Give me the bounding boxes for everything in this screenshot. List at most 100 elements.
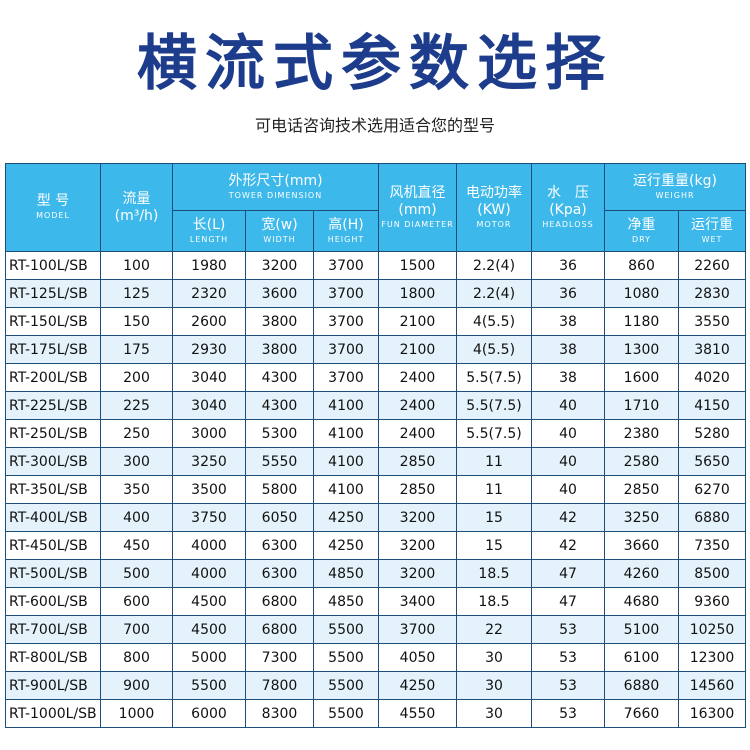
table-cell: 5.5(7.5) — [456, 391, 532, 420]
header-cn: 流量 — [122, 190, 151, 207]
table-cell: 860 — [604, 251, 679, 280]
table-cell: 6800 — [245, 615, 314, 644]
table-cell: 4100 — [313, 447, 379, 476]
table-cell: 4300 — [245, 363, 314, 392]
table-cell: 3250 — [604, 503, 679, 532]
table-body: RT-100L/SB 100 1980 3200 3700 1500 2.2(4) 36 860… — [5, 251, 747, 728]
table-cell: 3700 — [378, 615, 457, 644]
table-cell: 2580 — [604, 447, 679, 476]
table-cell: 6800 — [245, 587, 314, 616]
header-row: 型 号 MODEL 流量 (m³/h) 外形尺寸(mm) TOWER DIMENSION 风… — [5, 163, 747, 252]
table-cell: 5500 — [313, 671, 379, 700]
table-cell: 36 — [531, 251, 605, 280]
table-cell: 3700 — [313, 363, 379, 392]
table-cell: 100 — [100, 251, 173, 280]
table-cell: 14560 — [677, 671, 747, 700]
header-row: 长(L) LENGTH 宽(w) WIDTH 高(H) HEIGHT 净重 DRY 运行重 WET — [6, 210, 747, 252]
table-cell: 2930 — [172, 335, 246, 364]
table-cell: 4100 — [313, 419, 379, 448]
table-cell: 6050 — [245, 503, 314, 532]
table-header: 型 号 MODEL 流量 (m³/h) 外形尺寸(mm) TOWER DIMENSION 风… — [5, 163, 747, 252]
table-cell: 5280 — [677, 419, 747, 448]
table-cell: 38 — [531, 307, 605, 336]
header-unit: (Kpa) — [549, 201, 587, 218]
table-cell: 8300 — [245, 699, 314, 728]
table-cell: 4000 — [172, 559, 246, 588]
table-cell: 16300 — [677, 699, 747, 728]
table-cell: 47 — [531, 559, 605, 588]
table-cell: 42 — [531, 503, 605, 532]
header-en: WIDTH — [263, 234, 296, 244]
table-row: RT-175L/SB 175 2930 3800 3700 2100 4(5.5) 38 130… — [5, 335, 747, 364]
header-cell: 高(H) HEIGHT — [313, 210, 379, 252]
table-cell: 7350 — [677, 531, 747, 560]
table-cell: 1180 — [604, 307, 679, 336]
table-cell: 2400 — [378, 363, 457, 392]
table-cell: 30 — [456, 671, 532, 700]
table-cell: 1080 — [604, 279, 679, 308]
table-cell: 4050 — [378, 643, 457, 672]
table-cell: 500 — [100, 559, 173, 588]
table-cell: 4250 — [313, 531, 379, 560]
table-cell: RT-1000L/SB — [5, 699, 101, 728]
table-cell: 175 — [100, 335, 173, 364]
table-cell: 3550 — [677, 307, 747, 336]
table-row: RT-900L/SB 900 5500 7800 5500 4250 30 53 6880 145… — [5, 671, 747, 700]
table-row: RT-250L/SB 250 3000 5300 4100 2400 5.5(7.5) 40 2… — [5, 419, 747, 448]
header-cn: 净重 — [627, 216, 656, 233]
table-cell: 2260 — [677, 251, 747, 280]
header-en: FUN DIAMETER — [381, 219, 454, 229]
table-cell: RT-300L/SB — [5, 447, 101, 476]
table-cell: 4150 — [677, 391, 747, 420]
table-cell: RT-100L/SB — [5, 251, 101, 280]
table-cell: RT-600L/SB — [5, 587, 101, 616]
header-cell: 运行重 WET — [677, 210, 747, 252]
table-cell: 40 — [531, 419, 605, 448]
table-cell: 6880 — [677, 503, 747, 532]
table-cell: 4850 — [313, 559, 379, 588]
table-cell: 2.2(4) — [456, 279, 532, 308]
table-cell: 5.5(7.5) — [456, 363, 532, 392]
header-cn: 型 号 — [36, 193, 70, 209]
header-en: TOWER DIMENSION — [228, 190, 323, 200]
table-cell: 1500 — [378, 251, 457, 280]
header-cell: 风机直径 (mm) FUN DIAMETER — [378, 163, 457, 252]
table-cell: 40 — [531, 447, 605, 476]
table-cell: RT-125L/SB — [5, 279, 101, 308]
header-cn: 高(H) — [328, 216, 364, 233]
table-row: RT-200L/SB 200 3040 4300 3700 2400 5.5(7.5) 38 1… — [5, 363, 747, 392]
header-cell: 型 号 MODEL — [5, 163, 101, 252]
header-en: WET — [701, 234, 723, 244]
table-cell: 2850 — [604, 475, 679, 504]
table-cell: 3200 — [378, 503, 457, 532]
table-cell: 4100 — [313, 391, 379, 420]
title: 横流式参数选择 — [137, 29, 613, 99]
table-cell: 4(5.5) — [456, 335, 532, 364]
table-cell: 6880 — [604, 671, 679, 700]
table-cell: 3800 — [245, 307, 314, 336]
table-cell: 250 — [100, 419, 173, 448]
table-cell: 2850 — [378, 475, 457, 504]
table-row: RT-400L/SB 400 3750 6050 4250 3200 15 42 3250 688… — [5, 503, 747, 532]
table-cell: 3700 — [313, 307, 379, 336]
table-cell: 1300 — [604, 335, 679, 364]
table-cell: 5300 — [245, 419, 314, 448]
table-cell: 5100 — [604, 615, 679, 644]
table-cell: 6270 — [677, 475, 747, 504]
header-en: MODEL — [36, 211, 70, 220]
table-cell: 3400 — [378, 587, 457, 616]
header-cn: 运行重 — [691, 216, 733, 233]
table-cell: 3810 — [677, 335, 747, 364]
table-cell: RT-500L/SB — [5, 559, 101, 588]
table-cell: 3700 — [313, 335, 379, 364]
table-cell: 5500 — [313, 699, 379, 728]
table-cell: 10250 — [677, 615, 747, 644]
table-cell: 1980 — [172, 251, 246, 280]
table-cell: 3040 — [172, 363, 246, 392]
table-cell: 300 — [100, 447, 173, 476]
header-en: MOTOR — [476, 219, 512, 229]
header-cell: 运行重量(kg) WEIGHR — [603, 163, 747, 211]
table-cell: 1600 — [604, 363, 679, 392]
table-cell: 4250 — [378, 671, 457, 700]
